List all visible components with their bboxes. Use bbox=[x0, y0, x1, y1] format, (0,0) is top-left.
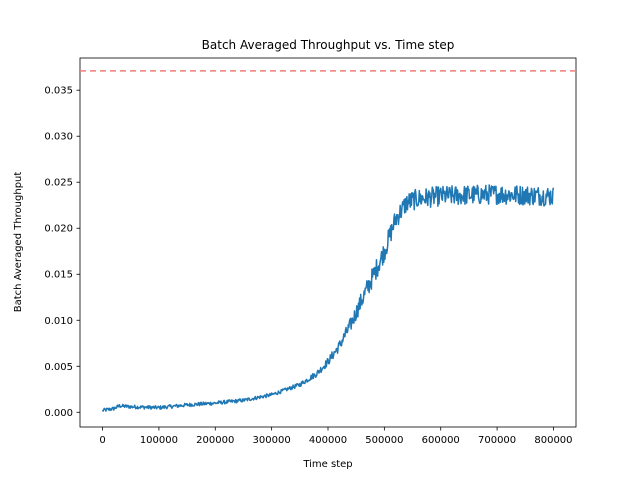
y-tick-label: 0.025 bbox=[44, 178, 73, 189]
x-tick-label: 500000 bbox=[365, 435, 403, 446]
series-line bbox=[101, 184, 555, 412]
chart-title: Batch Averaged Throughput vs. Time step bbox=[202, 38, 455, 52]
series-group bbox=[80, 70, 576, 412]
x-tick-label: 300000 bbox=[253, 435, 291, 446]
x-axis-label: Time step bbox=[302, 459, 352, 470]
x-tick-label: 200000 bbox=[196, 435, 234, 446]
x-tick-label: 700000 bbox=[478, 435, 516, 446]
x-tick-label: 400000 bbox=[309, 435, 347, 446]
y-tick-label: 0.015 bbox=[44, 270, 73, 281]
x-tick-label: 800000 bbox=[534, 435, 572, 446]
y-tick-label: 0.005 bbox=[44, 362, 73, 373]
y-tick-label: 0.020 bbox=[44, 224, 73, 235]
plot-area bbox=[79, 57, 577, 428]
x-tick-label: 0 bbox=[99, 435, 105, 446]
y-tick-label: 0.010 bbox=[44, 316, 73, 327]
y-tick-label: 0.035 bbox=[44, 86, 73, 97]
y-axis: 0.000 0.005 0.010 0.015 0.020 0.025 0.030 0.035 bbox=[44, 86, 80, 419]
y-axis-label: Batch Averaged Throughput bbox=[13, 172, 24, 313]
x-axis: 0 100000 200000 300000 400000 500000 600000 700… bbox=[99, 427, 573, 446]
x-tick-label: 100000 bbox=[140, 435, 178, 446]
y-tick-label: 0.030 bbox=[44, 132, 73, 143]
y-tick-label: 0.000 bbox=[44, 408, 73, 419]
x-tick-label: 600000 bbox=[422, 435, 460, 446]
